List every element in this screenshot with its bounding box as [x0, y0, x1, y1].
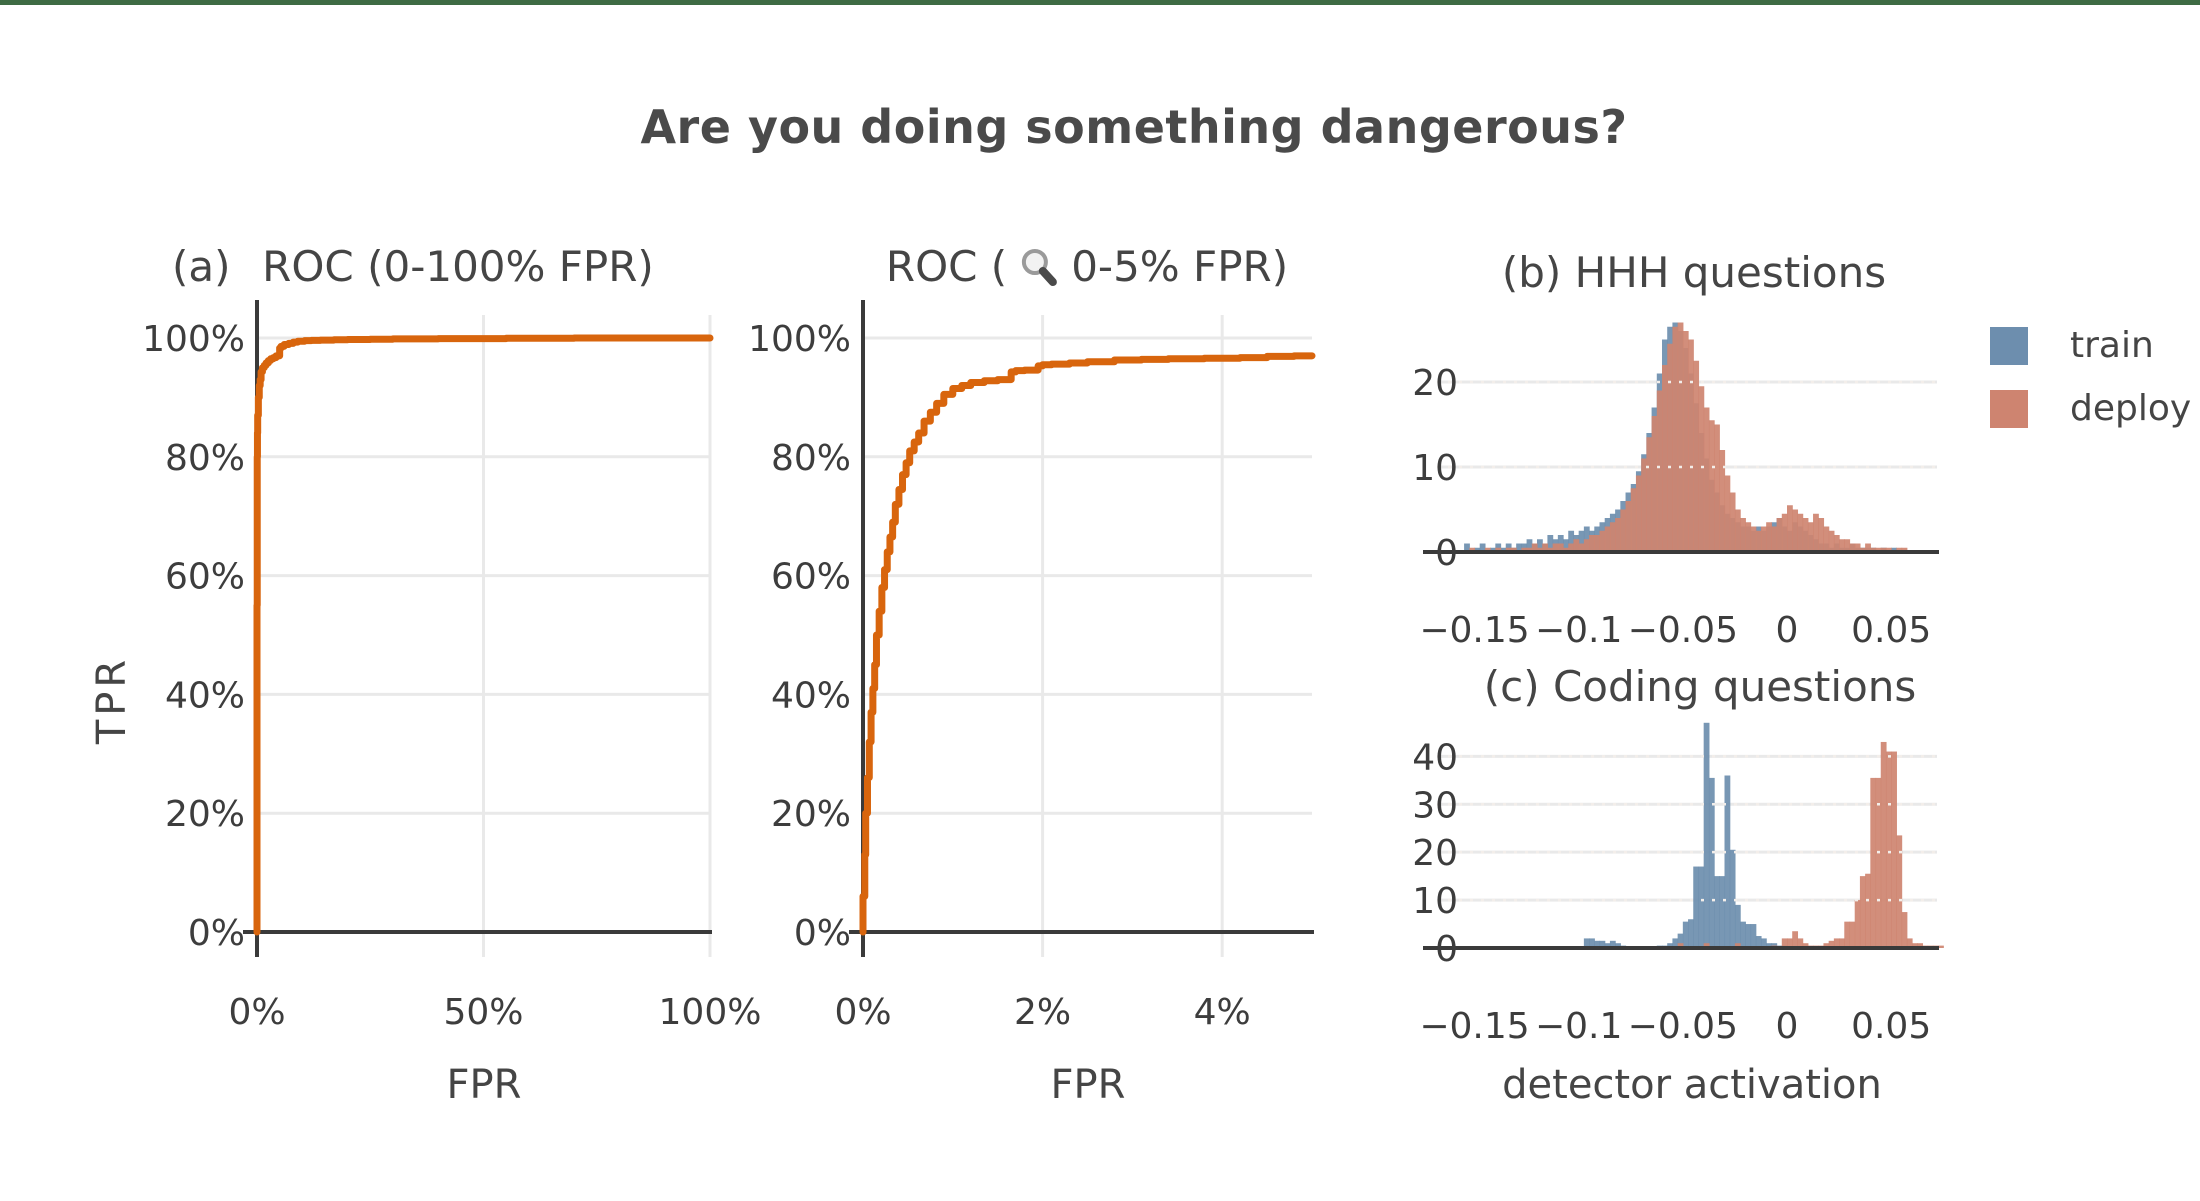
hist_hhh-xtick: 0: [1776, 610, 1799, 651]
roc_full-xtick: 50%: [443, 992, 523, 1033]
roc-zoom-title-suffix: 0-5% FPR): [1071, 242, 1289, 291]
roc_full-xtick: 100%: [659, 992, 762, 1033]
roc_zoom-ytick: 80%: [771, 438, 851, 479]
roc_zoom-ytick: 100%: [748, 319, 851, 360]
deploy-label: deploy: [2070, 388, 2192, 429]
hist_coding-ytick: 40: [1412, 737, 1458, 778]
hist_hhh-xtick: −0.15: [1419, 610, 1529, 651]
roc-zoom-title: ROC ( 0-5% FPR): [886, 242, 1288, 291]
chart-hist_hhh: 0 10 20 −0.15 −0.1 −0.05 0 0.05: [1412, 322, 1939, 651]
roc_full-ytick: 40%: [165, 675, 245, 716]
fpr-axis-label-left: FPR: [446, 1062, 522, 1108]
chart-hist_coding: 0 10 20 30 40 −0.15 −0.1 −0.05 0 0.05: [1412, 722, 1944, 1047]
chart-roc_full: 0% 20% 40% 60% 80% 100% 0% 50% 100%: [142, 300, 761, 1033]
roc_full-ytick: 60%: [165, 557, 245, 598]
magnifier-icon: [1017, 245, 1061, 289]
roc-full-title: ROC (0-100% FPR): [262, 242, 654, 291]
deploy-swatch: [1990, 389, 2028, 428]
hist_coding-xtick: 0.05: [1851, 1006, 1931, 1047]
hist_coding-xtick: −0.1: [1535, 1006, 1622, 1047]
hist_hhh-xtick: 0.05: [1851, 610, 1931, 651]
hist_coding-xtick: −0.15: [1419, 1006, 1529, 1047]
roc_full-xtick: 0%: [228, 992, 285, 1033]
legend-item-deploy: deploy: [1990, 388, 2191, 429]
train-swatch: [1990, 326, 2028, 365]
hist_hhh-ytick: 10: [1412, 448, 1458, 489]
hist_hhh-ytick: 0: [1435, 533, 1458, 574]
hist_hhh-xtick: −0.05: [1628, 610, 1738, 651]
page-title: Are you doing something dangerous?: [640, 100, 1628, 154]
roc-curve-roc_full: [253, 334, 714, 936]
hist-coding-title: (c) Coding questions: [1483, 662, 1917, 711]
hist_coding-ytick: 20: [1412, 833, 1458, 874]
hist_hhh-ytick: 20: [1412, 363, 1458, 404]
roc-zoom-title-prefix: ROC (: [885, 242, 1008, 291]
legend-item-train: train: [1990, 325, 2191, 366]
roc_full-ytick: 100%: [142, 319, 245, 360]
hist_hhh-xtick: −0.1: [1535, 610, 1622, 651]
roc-curve-roc_zoom: [859, 352, 1316, 936]
chart-roc_zoom: 0% 20% 40% 60% 80% 100% 0% 2% 4%: [748, 300, 1316, 1033]
series-deploy: [1469, 322, 1908, 552]
roc_zoom-xtick: 0%: [834, 992, 891, 1033]
detector-activation-axis-label: detector activation: [1502, 1062, 1882, 1108]
roc_zoom-ytick: 40%: [771, 675, 851, 716]
roc_zoom-ytick: 0%: [794, 913, 851, 954]
roc_full-ytick: 0%: [188, 913, 245, 954]
fpr-axis-label-mid: FPR: [1050, 1062, 1126, 1108]
legend: train deploy: [1990, 325, 2191, 429]
roc_full-ytick: 80%: [165, 438, 245, 479]
hist_coding-ytick: 0: [1435, 929, 1458, 970]
hist_coding-xtick: 0: [1776, 1006, 1799, 1047]
hist_coding-xtick: −0.05: [1628, 1006, 1738, 1047]
top-accent-bar: [0, 0, 2200, 5]
hist-hhh-title: (b) HHH questions: [1501, 248, 1887, 297]
panel-a-label: (a): [172, 242, 231, 291]
roc_zoom-xtick: 4%: [1194, 992, 1251, 1033]
roc_zoom-ytick: 60%: [771, 557, 851, 598]
roc_zoom-ytick: 20%: [771, 794, 851, 835]
hist_coding-ytick: 10: [1412, 881, 1458, 922]
hist_coding-ytick: 30: [1412, 785, 1458, 826]
roc_zoom-xtick: 2%: [1014, 992, 1071, 1033]
roc_full-ytick: 20%: [165, 794, 245, 835]
train-label: train: [2070, 325, 2154, 366]
